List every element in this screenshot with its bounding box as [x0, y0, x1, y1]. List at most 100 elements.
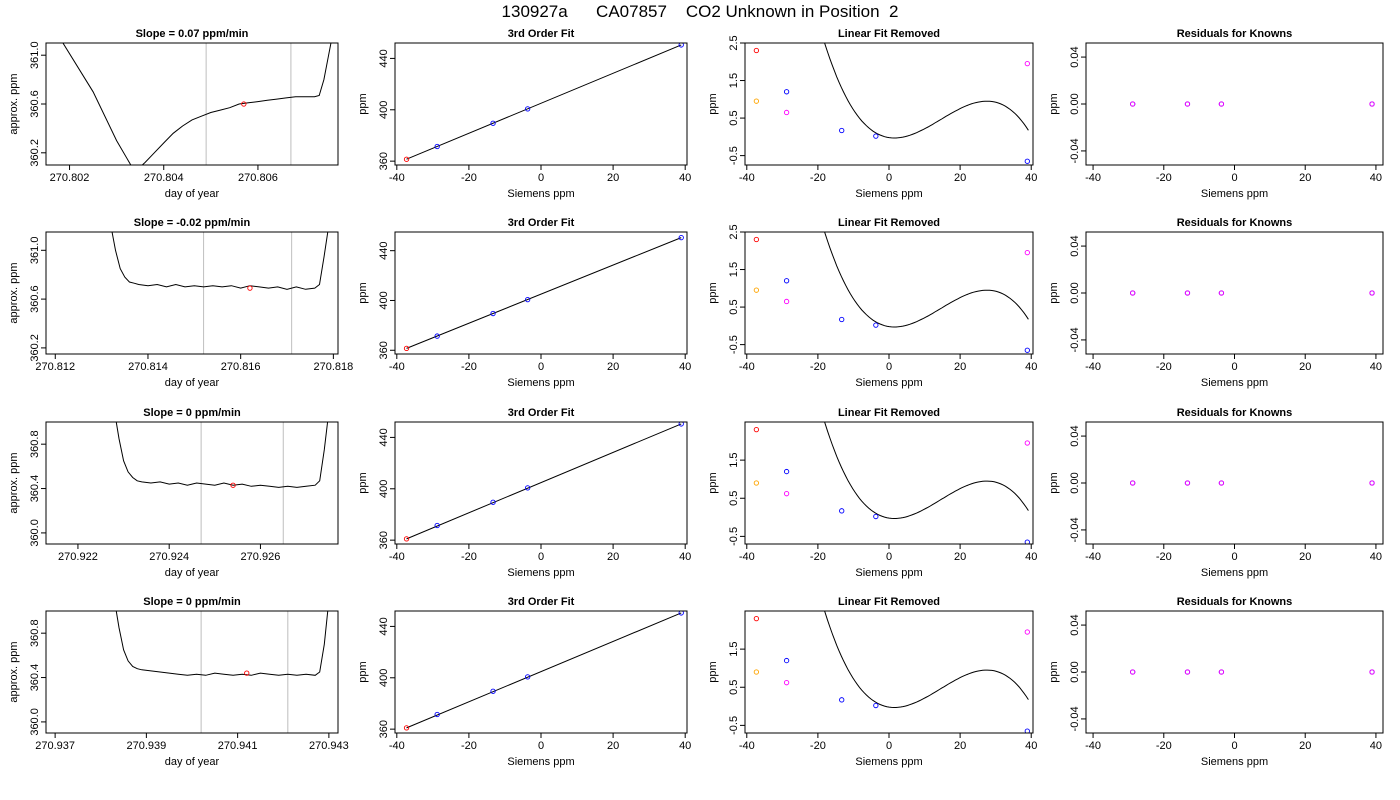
data-point — [873, 702, 879, 709]
x-tick-label: 270.937 — [35, 740, 75, 752]
x-tick-label: -20 — [1156, 551, 1172, 563]
fit-line — [406, 423, 682, 540]
x-axis-label: Siemens ppm — [1201, 567, 1268, 579]
panel-title: Residuals for Knowns — [1177, 407, 1293, 419]
data-point — [1024, 539, 1030, 544]
series-line — [111, 232, 329, 290]
y-tick-label: 360.8 — [29, 430, 41, 458]
data-point — [753, 615, 760, 622]
data-point — [753, 669, 760, 675]
x-axis-label: Siemens ppm — [507, 377, 574, 389]
x-tick-label: 0 — [1231, 551, 1237, 563]
y-tick-label: 0.04 — [1069, 614, 1081, 635]
panel-title: Residuals for Knowns — [1177, 217, 1293, 229]
y-tick-label: 360.2 — [29, 334, 41, 362]
data-point — [525, 485, 531, 491]
data-point — [783, 468, 790, 475]
y-tick-label: 0.04 — [1069, 425, 1081, 446]
data-point — [247, 285, 253, 291]
fit-curve — [824, 422, 1029, 519]
data-point — [873, 322, 879, 328]
x-tick-label: 20 — [1299, 361, 1311, 373]
y-tick-label: 361.0 — [29, 41, 41, 69]
x-tick-label: 40 — [1025, 740, 1037, 752]
data-point — [753, 480, 760, 486]
panel-r2c2: Linear Fit Removed -40 -20 0 20 40 -0.5 0.5 1.5 S… — [707, 407, 1037, 579]
panel-title: 3rd Order Fit — [508, 217, 575, 229]
y-axis-label: ppm — [357, 472, 369, 493]
x-tick-label: 0 — [886, 740, 892, 752]
data-point — [1024, 347, 1030, 353]
panel-title: 3rd Order Fit — [508, 407, 575, 419]
y-tick-label: -0.04 — [1069, 327, 1081, 352]
plot-area — [1130, 290, 1375, 296]
data-point — [1369, 290, 1375, 296]
x-axis-label: day of year — [165, 756, 220, 768]
data-point — [1218, 101, 1225, 107]
plot-frame — [45, 231, 339, 355]
y-tick-label: 1.5 — [728, 452, 740, 467]
data-point — [1218, 480, 1225, 486]
x-tick-label: -20 — [1156, 172, 1172, 184]
data-point — [434, 522, 440, 529]
y-tick-label: 0.5 — [728, 110, 740, 125]
x-tick-label: 270.804 — [144, 172, 184, 184]
x-tick-label: 40 — [1025, 172, 1037, 184]
data-point — [1024, 440, 1030, 446]
x-tick-label: 270.926 — [241, 551, 281, 563]
plot-frame — [45, 610, 339, 734]
data-point — [753, 287, 760, 293]
x-tick-label: 270.924 — [149, 551, 189, 563]
x-tick-label: -40 — [1085, 551, 1101, 563]
plot-area — [753, 611, 1030, 733]
x-tick-label: 40 — [1025, 551, 1037, 563]
x-tick-label: -40 — [389, 740, 405, 752]
panel-r0c1: 3rd Order Fit -40 -20 0 20 40 360 400 440 Siemens… — [357, 28, 691, 200]
plot-frame — [744, 42, 1034, 166]
panel-title: Slope = -0.02 ppm/min — [134, 217, 251, 229]
x-tick-label: 270.818 — [313, 361, 353, 373]
x-tick-label: 0 — [886, 172, 892, 184]
data-point — [1130, 669, 1136, 675]
data-point — [1024, 158, 1030, 164]
x-tick-label: -40 — [389, 361, 405, 373]
fit-curve — [824, 611, 1029, 708]
plot-frame — [744, 610, 1034, 734]
y-tick-label: 360 — [378, 341, 390, 359]
data-point — [783, 680, 790, 686]
data-point — [1369, 480, 1375, 486]
data-point — [1130, 290, 1136, 296]
panel-r0c2: Linear Fit Removed -40 -20 0 20 40 -0.5 0.5 1.5 2… — [707, 28, 1037, 200]
y-axis-label: approx. ppm — [8, 452, 20, 513]
x-tick-label: 20 — [607, 361, 619, 373]
data-point — [490, 310, 496, 317]
y-axis-label: ppm — [357, 93, 369, 114]
x-tick-label: -20 — [461, 740, 477, 752]
data-point — [403, 345, 410, 352]
fit-curve — [824, 43, 1029, 139]
x-tick-label: 40 — [679, 361, 691, 373]
data-point — [244, 670, 250, 676]
panel-r2c3: Residuals for Knowns -40 -20 0 20 40 -0.04 0.00… — [1048, 407, 1384, 579]
data-point — [1184, 480, 1191, 486]
data-point — [678, 234, 684, 241]
x-tick-label: 20 — [607, 740, 619, 752]
y-tick-label: 0.5 — [728, 491, 740, 506]
data-point — [753, 426, 760, 433]
y-tick-label: 360 — [378, 531, 390, 549]
data-point — [678, 611, 684, 616]
data-point — [1184, 101, 1191, 107]
x-tick-label: 40 — [1370, 172, 1382, 184]
data-point — [783, 278, 790, 284]
y-axis-label: ppm — [1048, 282, 1060, 303]
y-tick-label: -0.5 — [728, 716, 740, 735]
data-point — [403, 536, 410, 542]
data-point — [241, 101, 247, 107]
data-point — [839, 127, 845, 134]
panel-title: Linear Fit Removed — [838, 217, 940, 229]
x-tick-label: 270.814 — [128, 361, 168, 373]
x-tick-label: -20 — [810, 551, 826, 563]
y-tick-label: 440 — [378, 428, 390, 446]
x-tick-label: -20 — [461, 172, 477, 184]
